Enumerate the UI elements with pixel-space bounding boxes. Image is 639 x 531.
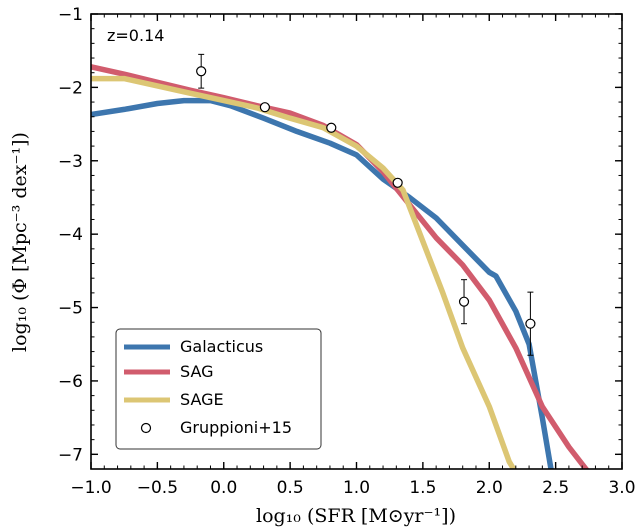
ticks-layer: −1.0 −0.5 0.0 0.5 1.0 1.5 2.0 2.5 3.0 −7 −6 −5 −4 −3 −…	[58, 5, 636, 498]
x-axis-label: log₁₀ (SFR [M⊙yr⁻¹])	[256, 505, 456, 527]
x-tick-label: −1.0	[70, 478, 111, 498]
x-tick-label: 1.0	[343, 478, 370, 498]
x-tick-label: 1.5	[409, 478, 436, 498]
data-point-2	[326, 122, 337, 133]
legend-label-gruppioni: Gruppioni+15	[180, 418, 292, 437]
x-tick-label: 3.0	[608, 478, 635, 498]
y-tick-label: −6	[58, 372, 83, 392]
y-tick-label: −4	[58, 225, 83, 245]
y-tick-label: −1	[58, 5, 83, 25]
legend-label-sag: SAG	[180, 362, 214, 381]
x-tick-label: 2.0	[476, 478, 503, 498]
x-tick-label: 0.0	[210, 478, 237, 498]
data-point-0	[196, 66, 207, 77]
y-tick-label: −5	[58, 299, 83, 319]
data-point-4	[458, 296, 470, 307]
data-point-5	[525, 318, 536, 329]
series-layer	[91, 64, 590, 469]
legend-box	[115, 328, 322, 450]
x-tick-label: 2.5	[542, 478, 569, 498]
y-tick-label: −3	[58, 152, 83, 172]
y-tick-label: −7	[58, 445, 83, 465]
redshift-annotation: z=0.14	[107, 26, 164, 45]
legend-label-galacticus: Galacticus	[180, 337, 263, 356]
legend: Galacticus SAG SAGE Gruppioni+15	[115, 328, 322, 450]
y-axis-label: log₁₀ (Φ [Mpc⁻³ dex⁻¹])	[9, 132, 31, 352]
data-point-1	[259, 102, 271, 113]
data-point-3	[392, 177, 403, 188]
observations-layer	[196, 53, 536, 356]
legend-label-sage: SAGE	[180, 390, 224, 409]
y-tick-label: −2	[58, 78, 83, 98]
legend-marker-gruppioni	[140, 422, 152, 434]
x-tick-label: 0.5	[277, 478, 304, 498]
x-tick-label: −0.5	[137, 478, 178, 498]
series-line-sage	[91, 75, 517, 469]
series-line-galacticus	[91, 97, 554, 469]
